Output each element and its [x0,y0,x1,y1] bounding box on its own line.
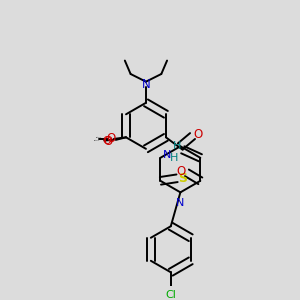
Text: methoxy: methoxy [96,137,102,138]
Text: O: O [102,136,111,146]
Text: S: S [178,172,187,185]
Text: H: H [170,153,178,163]
Text: H: H [173,141,181,151]
Text: O: O [176,165,186,178]
Text: O: O [193,128,202,141]
Text: N: N [176,198,184,208]
Text: methoxy: methoxy [94,139,101,140]
Text: O: O [103,135,112,148]
Text: O: O [106,132,115,146]
Text: N: N [142,78,150,92]
Text: N: N [163,150,172,160]
Text: Cl: Cl [165,290,176,300]
